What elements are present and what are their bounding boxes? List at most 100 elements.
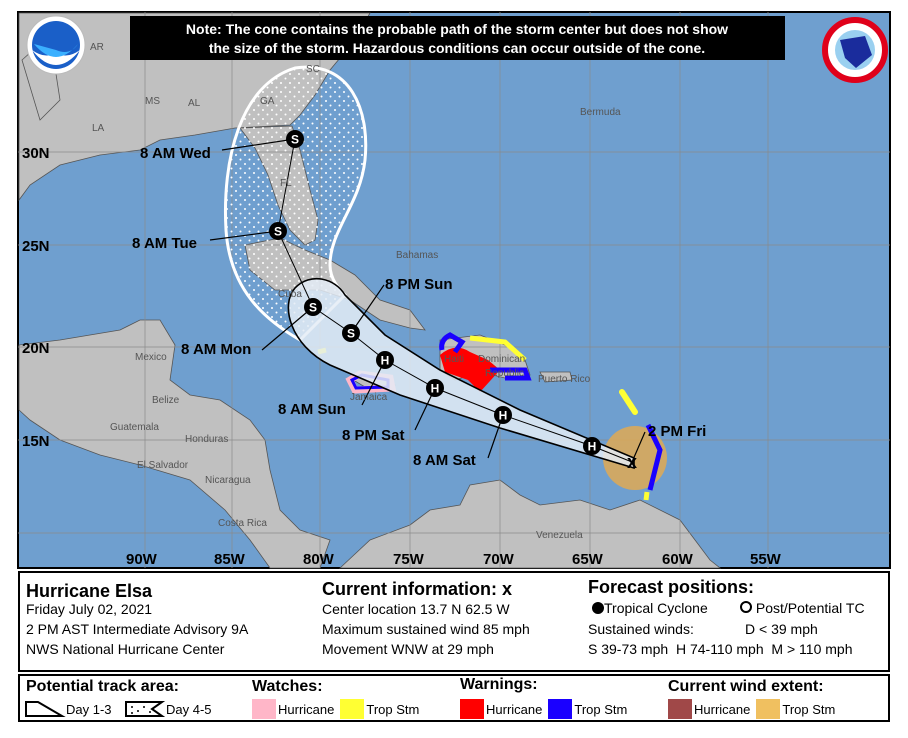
place-label: Belize [152, 395, 180, 406]
lon-tick: 55W [750, 551, 782, 568]
warnings-title: Warnings: [460, 676, 538, 693]
forecast-labels: 2 PM Fri 8 AM Sat 8 PM Sat 8 AM Sun 8 PM… [132, 145, 706, 469]
forecast-point-marker [269, 222, 287, 240]
ts-warning-windward [645, 423, 663, 491]
forecast-intensity-letter: H [499, 409, 508, 423]
state-label: FL [280, 178, 292, 189]
forecast-label: 8 AM Sun [278, 401, 346, 418]
state-label: SC [306, 64, 320, 75]
axis-labels: 30N 25N 20N 15N 90W 85W 80W 75W 70W 65W … [22, 145, 782, 568]
tropical-storm-wind-extent [603, 426, 667, 490]
noaa-logo [26, 15, 86, 75]
current-position-x-icon: x [627, 452, 637, 472]
lon-tick: 85W [214, 551, 246, 568]
state-label: LA [92, 123, 105, 134]
state-label: MS [145, 96, 160, 107]
forecast-label: 2 PM Fri [648, 423, 706, 440]
lon-tick: 70W [483, 551, 515, 568]
cone-day-4-5 [223, 65, 368, 342]
forecast-intensity-letter: S [347, 327, 355, 341]
wind-h: H 74-110 mph [675, 641, 764, 657]
day-4-5-label: Day 4-5 [165, 701, 212, 717]
lon-tick: 60W [662, 551, 694, 568]
tropical-cyclone-label: Tropical Cyclone [604, 600, 708, 616]
forecast-label: 8 PM Sun [385, 276, 453, 293]
forecast-intensity-letter: H [381, 354, 390, 368]
lat-tick: 20N [22, 340, 50, 357]
forecast-point-marker [304, 298, 322, 316]
day-4-5-cone-icon [124, 701, 166, 717]
forecast-label: 8 AM Sat [413, 452, 476, 469]
center-location: Center location 13.7 N 62.5 W [322, 601, 510, 617]
note-box [130, 16, 785, 60]
ts-watch-label: Trop Stm [366, 701, 420, 717]
lon-tick: 75W [393, 551, 425, 568]
nws-logo [822, 17, 888, 83]
place-label: Venezuela [536, 530, 583, 541]
current-position-x-icon: x [502, 579, 513, 599]
graticule [18, 12, 890, 568]
forecast-points: x H H H H S S S S [269, 130, 637, 472]
forecast-point-marker [286, 130, 304, 148]
forecast-positions-title: Forecast positions: [588, 577, 755, 597]
storm-info-panel: Hurricane Elsa Friday July 02, 2021 2 PM… [18, 571, 890, 672]
forecast-point-marker [494, 406, 512, 424]
ts-watch-south [643, 491, 650, 501]
note-text: the size of the storm. Hazardous conditi… [209, 40, 705, 56]
hurricane-watch-label: Hurricane [278, 701, 335, 717]
forecast-intensity-letter: H [588, 440, 597, 454]
state-label: AL [188, 98, 201, 109]
ts-watch-swatch [340, 699, 365, 719]
forecast-label: 8 AM Mon [181, 341, 251, 358]
hurricane-watch-swatch [252, 699, 276, 719]
place-label: Guatemala [110, 422, 159, 433]
place-label: Haiti [444, 354, 464, 365]
ts-wind-label: Trop Stm [782, 701, 836, 717]
label-leaders [209, 138, 646, 463]
place-label: Honduras [185, 434, 228, 445]
note-text: Note: The cone contains the probable pat… [186, 21, 728, 37]
forecast-intensity-letter: S [309, 301, 317, 315]
ts-warning-swatch [548, 699, 573, 719]
hurricane-warning-swatch [460, 699, 484, 719]
forecast-intensity-letter: H [431, 382, 440, 396]
issuing-center: NWS National Hurricane Center [26, 641, 225, 657]
sustained-winds-label: Sustained winds: [588, 621, 694, 637]
advisory-date: Friday July 02, 2021 [26, 601, 153, 617]
forecast-label: 8 PM Sat [342, 427, 405, 444]
lon-tick: 80W [303, 551, 335, 568]
forecast-point-marker [583, 437, 601, 455]
hurricane-wind-label: Hurricane [694, 701, 751, 717]
lat-tick: 30N [22, 145, 50, 162]
place-label: Nicaragua [205, 475, 251, 486]
place-label: Dominican [478, 354, 525, 365]
ts-warning-hispaniola [439, 332, 532, 381]
wind-s: S 39-73 mph [588, 641, 669, 657]
place-label: Bahamas [396, 250, 438, 261]
place-label: Cuba [278, 289, 302, 300]
place-label: Puerto Rico [538, 374, 591, 385]
lon-tick: 90W [126, 551, 158, 568]
hurricane-warning-haiti [440, 347, 500, 392]
forecast-point-marker [342, 324, 360, 342]
legend-panel: Potential track area: Day 1-3 Day 4-5 Wa… [18, 674, 890, 722]
storm-name: Hurricane Elsa [26, 581, 153, 601]
state-label: GA [260, 96, 275, 107]
day-1-3-cone-icon [25, 701, 66, 717]
forecast-point-marker [376, 351, 394, 369]
post-tc-label: Post/Potential TC [755, 600, 865, 616]
current-info-title: Current information: [322, 579, 497, 599]
ts-wind-swatch [756, 699, 781, 719]
place-labels: AR MS AL LA GA SC FL Bermuda Bahamas Cub… [90, 42, 621, 541]
lat-tick: 25N [22, 238, 50, 255]
forecast-label: 8 AM Wed [140, 145, 211, 162]
movement: Movement WNW at 29 mph [322, 641, 494, 657]
hurricane-warning-label: Hurricane [486, 701, 543, 717]
max-wind: Maximum sustained wind 85 mph [322, 621, 530, 637]
forecast-intensity-letter: S [291, 133, 299, 147]
hurricane-track-map[interactable]: x H H H H S S S S AR MS AL LA GA SC FL Bermuda B… [0, 0, 908, 570]
forecast-intensity-letter: S [274, 225, 282, 239]
watches-title: Watches: [252, 678, 323, 695]
post-tc-open-circle-icon [740, 601, 752, 613]
ts-watch-dr [469, 335, 527, 362]
